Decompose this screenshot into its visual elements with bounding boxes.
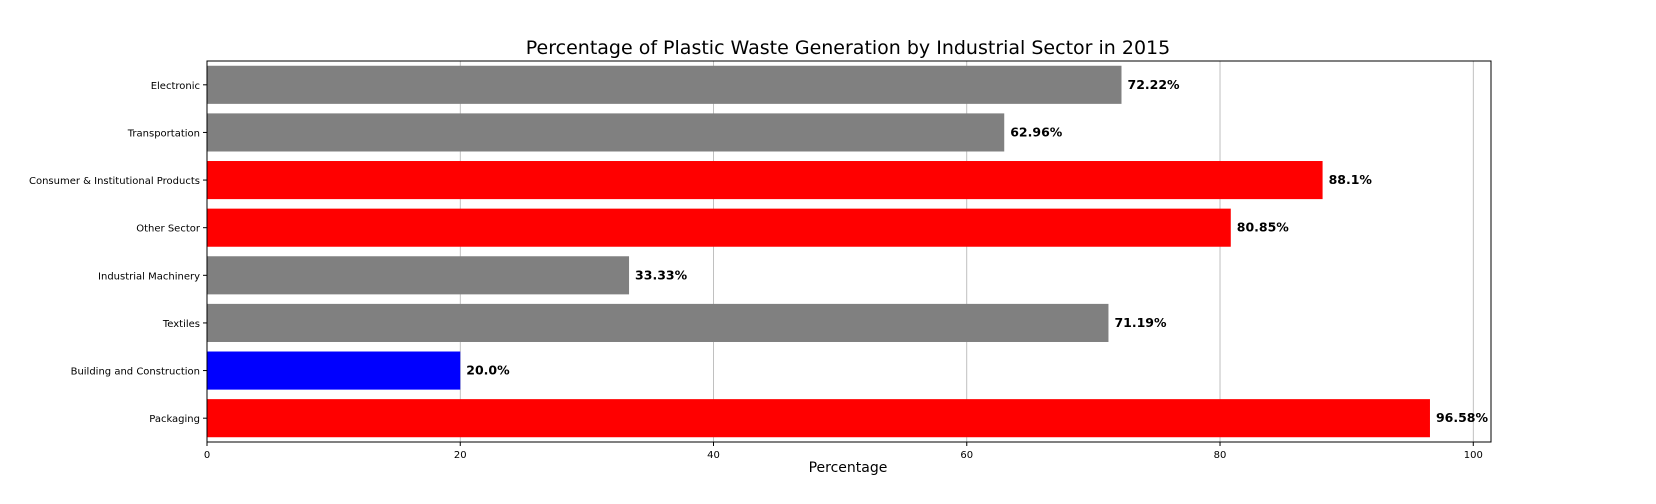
bar-value-label: 72.22% bbox=[1128, 77, 1181, 92]
value-labels: 72.22% 62.96% 88.1% 80.85% 33.33% 71.19% 20.0%… bbox=[466, 77, 1488, 425]
x-axis-ticks: 0 20 40 60 80 100 bbox=[204, 442, 1483, 461]
bar bbox=[207, 399, 1430, 438]
bar bbox=[207, 208, 1231, 247]
bar-value-label: 80.85% bbox=[1237, 220, 1290, 235]
y-tick-label: Building and Construction bbox=[71, 367, 200, 378]
bar-value-label: 33.33% bbox=[635, 267, 688, 282]
bar bbox=[207, 303, 1109, 342]
x-tick-label: 0 bbox=[204, 450, 210, 461]
y-tick-label: Packaging bbox=[149, 414, 200, 425]
bar-value-label: 96.58% bbox=[1436, 410, 1489, 425]
bar-value-label: 88.1% bbox=[1329, 172, 1373, 187]
bar-value-label: 20.0% bbox=[466, 363, 510, 378]
x-axis-label: Percentage bbox=[809, 460, 888, 476]
y-tick-label: Consumer & Institutional Products bbox=[29, 176, 200, 187]
bar bbox=[207, 65, 1122, 104]
y-tick-label: Industrial Machinery bbox=[98, 271, 200, 282]
bars bbox=[207, 65, 1430, 438]
bar-value-label: 62.96% bbox=[1010, 124, 1063, 139]
x-tick-label: 40 bbox=[707, 450, 720, 461]
y-tick-label: Other Sector bbox=[136, 224, 201, 235]
y-tick-label: Textiles bbox=[162, 319, 200, 330]
bar bbox=[207, 161, 1323, 200]
x-tick-label: 20 bbox=[454, 450, 467, 461]
bar-value-label: 71.19% bbox=[1114, 315, 1167, 330]
chart-title: Percentage of Plastic Waste Generation b… bbox=[526, 37, 1170, 59]
x-tick-label: 100 bbox=[1464, 450, 1483, 461]
x-tick-label: 80 bbox=[1214, 450, 1227, 461]
bar bbox=[207, 113, 1005, 152]
bar bbox=[207, 351, 461, 390]
y-tick-label: Transportation bbox=[127, 128, 200, 139]
x-tick-label: 60 bbox=[960, 450, 973, 461]
y-axis-ticks: Electronic Transportation Consumer & Insti… bbox=[29, 81, 207, 425]
bar bbox=[207, 256, 630, 295]
y-tick-label: Electronic bbox=[151, 81, 200, 92]
plot-frame bbox=[206, 60, 1492, 443]
